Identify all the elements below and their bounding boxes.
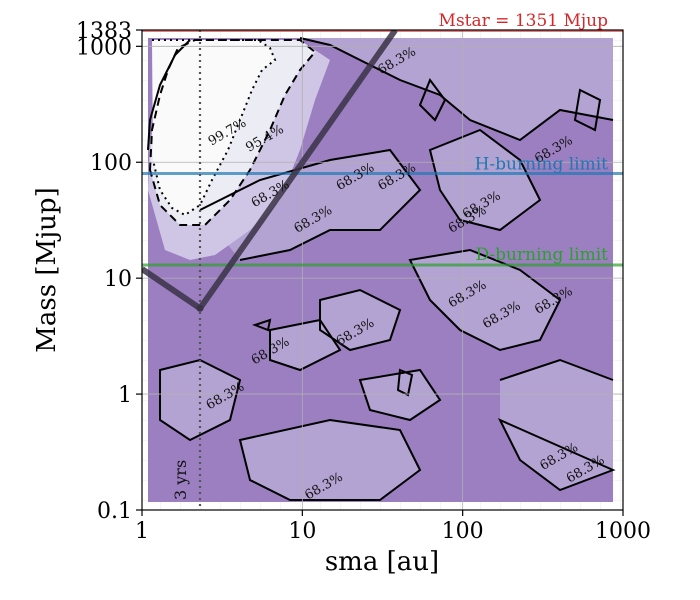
x-axis-label: sma [au] (325, 547, 439, 577)
iwa-label: 3 yrs (171, 460, 190, 500)
h-burning-label: H-burning limit (475, 154, 609, 174)
plot-frame (141, 29, 624, 511)
x-tick-label: 10 (288, 519, 316, 544)
contour-line-95 (148, 39, 317, 226)
y-tick-label: 100 (90, 151, 132, 176)
y-axis-label: Mass [Mjup] (32, 187, 62, 352)
y-tick-label: 10 (104, 267, 132, 292)
x-tick-label: 1000 (595, 519, 651, 544)
y-tick-label: 0.1 (97, 499, 132, 524)
region-68-patches (160, 38, 613, 500)
contour-lines-68 (147, 37, 616, 501)
diagonal-knee-marker (196, 304, 204, 312)
x-tick-label: 100 (442, 519, 484, 544)
y-tick-label: 1383 (76, 19, 132, 44)
y-tick-label: 1 (118, 383, 132, 408)
y-tick-label: 1000 (76, 35, 132, 60)
mstar-label: Mstar = 1351 Mjup (439, 11, 609, 31)
x-tick-label: 1 (135, 519, 149, 544)
x-axis-ticks: 1 10 100 1000 (135, 510, 651, 544)
contour-fills: 68.3%68.3%68.3%95.4%99.7%68.3%68.3%68.3%… (142, 30, 623, 510)
region-inner (152, 40, 275, 215)
d-burning-label: D-burning limit (475, 245, 608, 265)
